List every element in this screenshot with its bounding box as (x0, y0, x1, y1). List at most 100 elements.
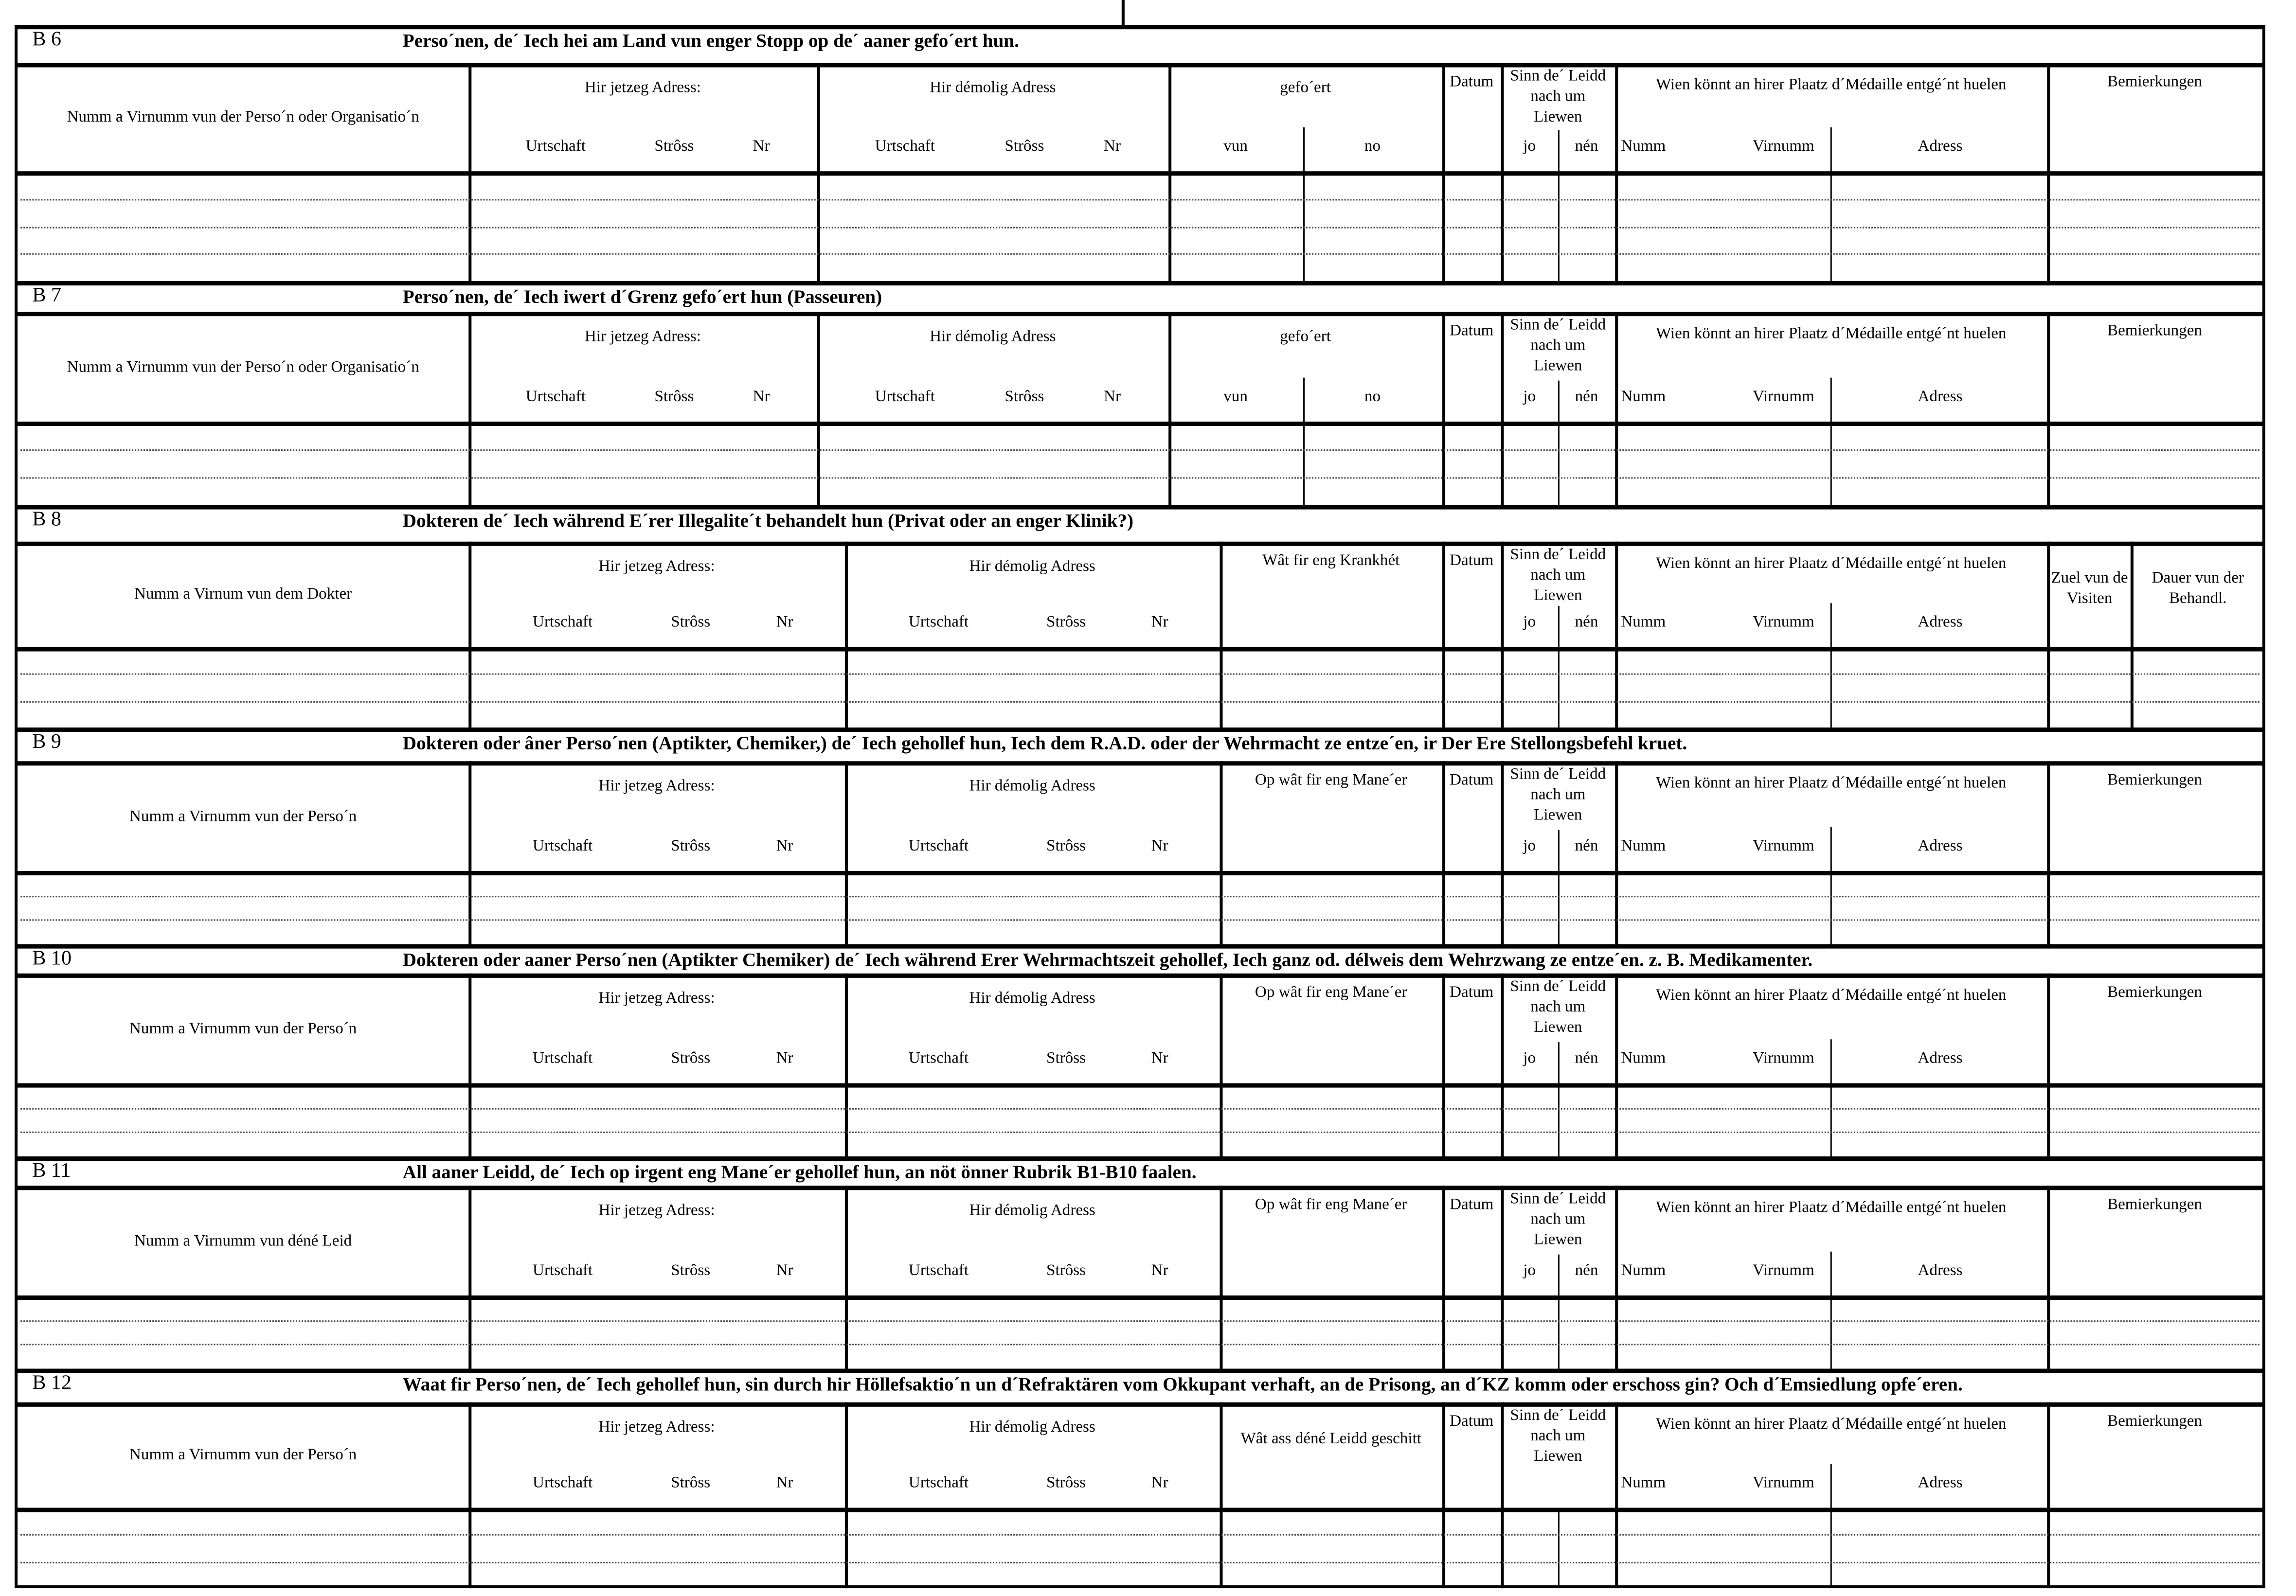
entry-field[interactable] (1618, 1088, 2045, 1155)
middle-column-header: Op wât fir eng Mane´er (1255, 1196, 1407, 1214)
column-divider (1442, 312, 1446, 505)
entry-field[interactable] (471, 426, 815, 504)
column-divider (2047, 973, 2050, 1157)
entry-field[interactable] (1223, 1300, 1441, 1367)
entry-field[interactable] (848, 1088, 1219, 1155)
middle-column-header: Op wât fir eng Mane´er (1255, 771, 1407, 789)
survival-header: Sinn de´ Leidd nach um Liewen (1510, 1190, 1606, 1249)
name-column-header: Numm a Virnumm vun der Perso´n oder Orga… (67, 357, 419, 376)
entry-field[interactable] (1618, 652, 2045, 727)
header-rule (15, 541, 2265, 546)
entry-field[interactable] (2050, 1512, 2260, 1587)
stross-subheader: Strôss (654, 137, 694, 156)
entry-field[interactable] (1504, 652, 1614, 727)
entry-field[interactable] (1223, 652, 1441, 727)
entry-field[interactable] (18, 1088, 467, 1155)
entry-field[interactable] (1223, 875, 1441, 942)
virnumm-subheader: Virnumm (1753, 1049, 1814, 1067)
entry-field[interactable] (1504, 875, 1614, 942)
entry-field[interactable] (2050, 875, 2260, 942)
entry-field[interactable] (1504, 1300, 1614, 1367)
entry-field[interactable] (1445, 1300, 1499, 1367)
header-rule (15, 761, 2265, 766)
entry-field[interactable] (1223, 1088, 1441, 1155)
entry-field[interactable] (1618, 426, 2045, 504)
column-divider (2047, 541, 2050, 728)
section-code: B 10 (32, 948, 72, 971)
entry-field[interactable] (471, 875, 843, 942)
entry-field[interactable] (1504, 1512, 1614, 1587)
entry-field[interactable] (820, 176, 1167, 280)
column-divider (1615, 312, 1618, 505)
entry-field[interactable] (471, 1088, 843, 1155)
entry-field[interactable] (1504, 426, 1614, 504)
jo-subheader: jo (1523, 613, 1536, 631)
stross-subheader: Strôss (671, 837, 711, 855)
section-code: B 7 (32, 285, 61, 308)
entry-field[interactable] (18, 1300, 467, 1367)
datum-header: Datum (1450, 551, 1494, 569)
entry-field[interactable] (2134, 652, 2261, 727)
column-divider (468, 312, 472, 505)
entry-field[interactable] (18, 652, 467, 727)
entry-field[interactable] (2050, 176, 2260, 280)
data-rule (15, 1083, 2265, 1088)
entry-field[interactable] (1504, 176, 1614, 280)
section-code: B 11 (32, 1161, 71, 1183)
entry-field[interactable] (471, 1512, 843, 1587)
dotted-entry-line (20, 1534, 2260, 1536)
medal-recipient-header: Wien könnt an hirer Plaatz d´Médaille en… (1656, 325, 2007, 343)
entry-field[interactable] (1171, 176, 1441, 280)
numm-adress-divider (1830, 603, 1832, 728)
entry-field[interactable] (848, 1512, 1219, 1587)
entry-field[interactable] (820, 426, 1167, 504)
entry-field[interactable] (1445, 652, 1499, 727)
entry-field[interactable] (848, 875, 1219, 942)
entry-field[interactable] (1445, 1088, 1499, 1155)
entry-field[interactable] (1618, 1300, 2045, 1367)
entry-field[interactable] (471, 176, 815, 280)
entry-field[interactable] (1445, 875, 1499, 942)
remarks-header: Bemierkungen (2107, 1196, 2202, 1214)
stross-subheader: Strôss (1046, 1049, 1086, 1067)
entry-field[interactable] (1618, 875, 2045, 942)
entry-field[interactable] (1618, 1512, 2045, 1587)
medal-recipient-header: Wien könnt an hirer Plaatz d´Médaille en… (1656, 986, 2007, 1004)
entry-field[interactable] (471, 652, 843, 727)
dotted-entry-line (20, 1320, 2260, 1322)
column-divider (1501, 761, 1504, 944)
entry-field[interactable] (1445, 1512, 1499, 1587)
entry-field[interactable] (2050, 1300, 2260, 1367)
entry-field[interactable] (2050, 1088, 2260, 1155)
entry-field[interactable] (2050, 652, 2129, 727)
entry-field[interactable] (1171, 426, 1441, 504)
entry-field[interactable] (848, 652, 1219, 727)
remarks-header: Bemierkungen (2107, 771, 2202, 789)
entry-field[interactable] (2050, 426, 2260, 504)
virnumm-subheader: Virnumm (1753, 388, 1814, 406)
virnumm-subheader: Virnumm (1753, 613, 1814, 631)
dotted-entry-line (20, 449, 2260, 451)
entry-field[interactable] (18, 1512, 467, 1587)
entry-field[interactable] (1618, 176, 2045, 280)
section-title: Perso´nen, de´ Iech iwert d´Grenz gefo´e… (402, 285, 882, 308)
nen-subheader: nén (1575, 137, 1598, 156)
entry-field[interactable] (1223, 1512, 1441, 1587)
entry-field[interactable] (1445, 426, 1499, 504)
entry-field[interactable] (1445, 176, 1499, 280)
column-divider (468, 1402, 472, 1589)
entry-field[interactable] (471, 1300, 843, 1367)
name-column-header: Numm a Virnumm vun déné Leid (134, 1232, 352, 1250)
entry-field[interactable] (848, 1300, 1219, 1367)
entry-field[interactable] (1504, 1088, 1614, 1155)
jo-subheader: jo (1523, 137, 1536, 156)
entry-field[interactable] (18, 176, 467, 280)
medal-recipient-header: Wien könnt an hirer Plaatz d´Médaille en… (1656, 554, 2007, 572)
adress-subheader: Adress (1918, 1474, 1963, 1492)
section-code: B 12 (32, 1373, 72, 1395)
entry-field[interactable] (18, 875, 467, 942)
section-code: B 6 (32, 29, 61, 52)
entry-field[interactable] (18, 426, 467, 504)
medal-recipient-header: Wien könnt an hirer Plaatz d´Médaille en… (1656, 1199, 2007, 1217)
urtschaft-subheader: Urtschaft (908, 1049, 969, 1067)
